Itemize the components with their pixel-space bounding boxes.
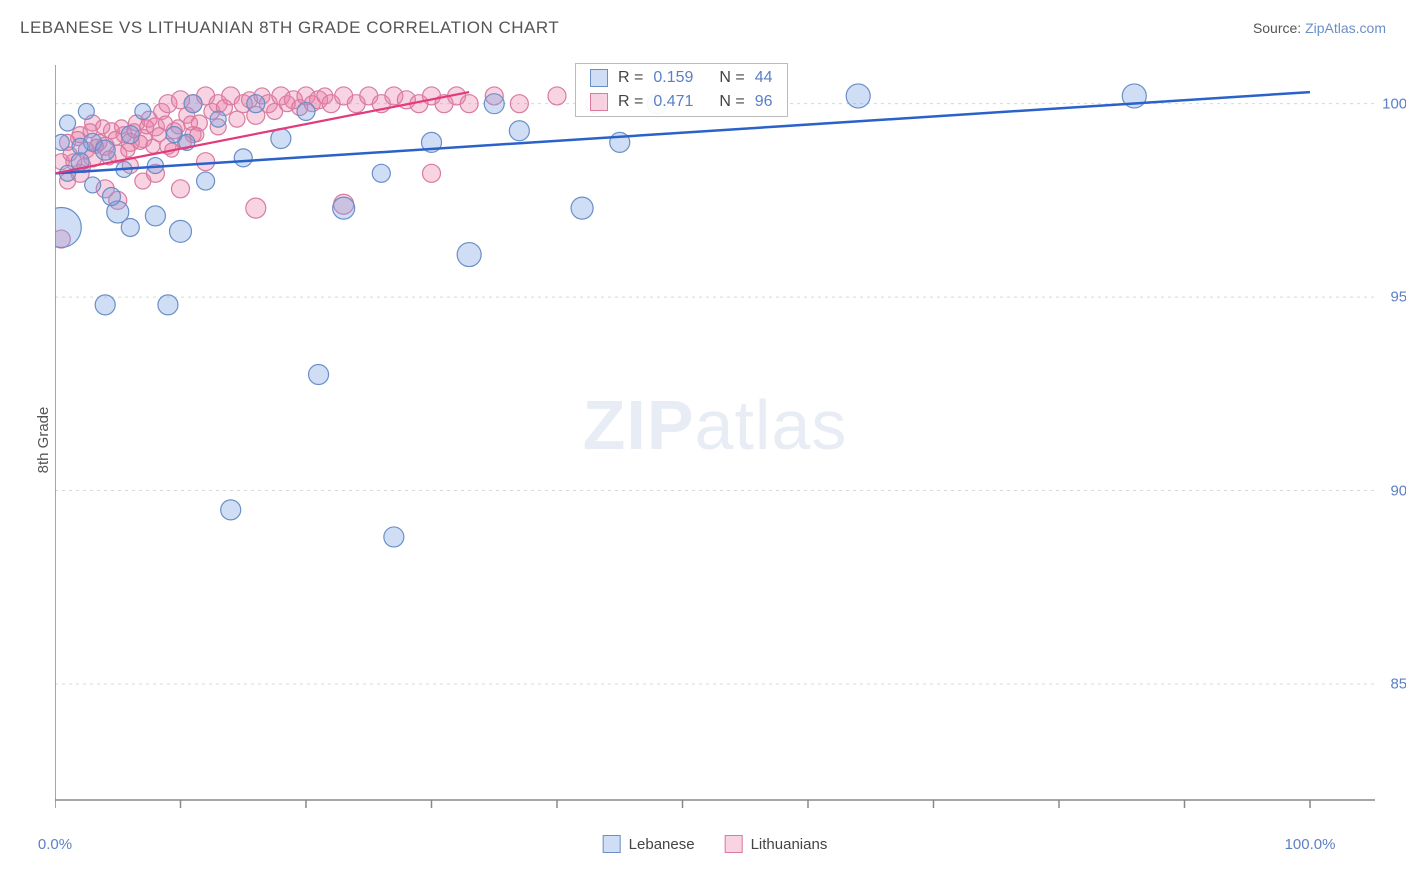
- scatter-plot: [55, 55, 1375, 825]
- y-tick-label: 100.0%: [1382, 95, 1406, 112]
- legend-label: Lebanese: [629, 836, 695, 853]
- legend-swatch-icon: [590, 93, 608, 111]
- legend-r-value: 0.159: [653, 69, 693, 87]
- legend-row: R = 0.159 N = 44: [576, 66, 787, 90]
- legend-item: Lebanese: [603, 835, 695, 853]
- y-tick-label: 85.0%: [1390, 675, 1406, 692]
- legend-n-value: 44: [755, 69, 773, 87]
- chart-header: LEBANESE VS LITHUANIAN 8TH GRADE CORRELA…: [20, 18, 1386, 38]
- series-legend: Lebanese Lithuanians: [603, 835, 828, 853]
- legend-item: Lithuanians: [725, 835, 828, 853]
- legend-swatch-icon: [590, 69, 608, 87]
- source: Source: ZipAtlas.com: [1253, 20, 1386, 36]
- y-axis-label: 8th Grade: [35, 407, 52, 474]
- source-label: Source:: [1253, 20, 1305, 36]
- correlation-legend: R = 0.159 N = 44 R = 0.471 N = 96: [575, 63, 788, 117]
- legend-swatch-icon: [725, 835, 743, 853]
- source-link[interactable]: ZipAtlas.com: [1305, 20, 1386, 36]
- legend-r-label: R =: [618, 69, 643, 87]
- legend-swatch-icon: [603, 835, 621, 853]
- y-tick-label: 95.0%: [1390, 289, 1406, 306]
- legend-label: Lithuanians: [751, 836, 828, 853]
- legend-r-label: R =: [618, 93, 643, 111]
- legend-n-label: N =: [719, 69, 744, 87]
- x-tick-label: 100.0%: [1285, 836, 1336, 853]
- chart-area: 8th Grade ZIPatlas R =0.159N =44R =0.471…: [55, 55, 1375, 825]
- legend-r-value: 0.471: [653, 93, 693, 111]
- x-tick-label: 0.0%: [38, 836, 72, 853]
- chart-title: LEBANESE VS LITHUANIAN 8TH GRADE CORRELA…: [20, 18, 559, 38]
- legend-row: R = 0.471 N = 96: [576, 90, 787, 114]
- y-tick-label: 90.0%: [1390, 482, 1406, 499]
- legend-n-value: 96: [755, 93, 773, 111]
- legend-n-label: N =: [719, 93, 744, 111]
